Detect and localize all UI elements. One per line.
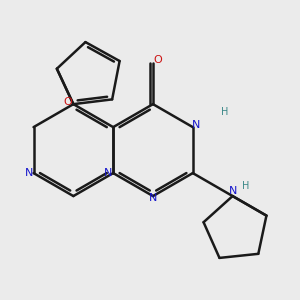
Text: N: N xyxy=(228,186,237,196)
Text: O: O xyxy=(153,56,162,65)
Text: N: N xyxy=(149,194,157,203)
Text: N: N xyxy=(192,120,201,130)
Text: H: H xyxy=(242,181,249,191)
Text: O: O xyxy=(64,97,72,107)
Text: N: N xyxy=(103,168,112,178)
Text: H: H xyxy=(221,107,229,117)
Text: N: N xyxy=(25,168,33,178)
